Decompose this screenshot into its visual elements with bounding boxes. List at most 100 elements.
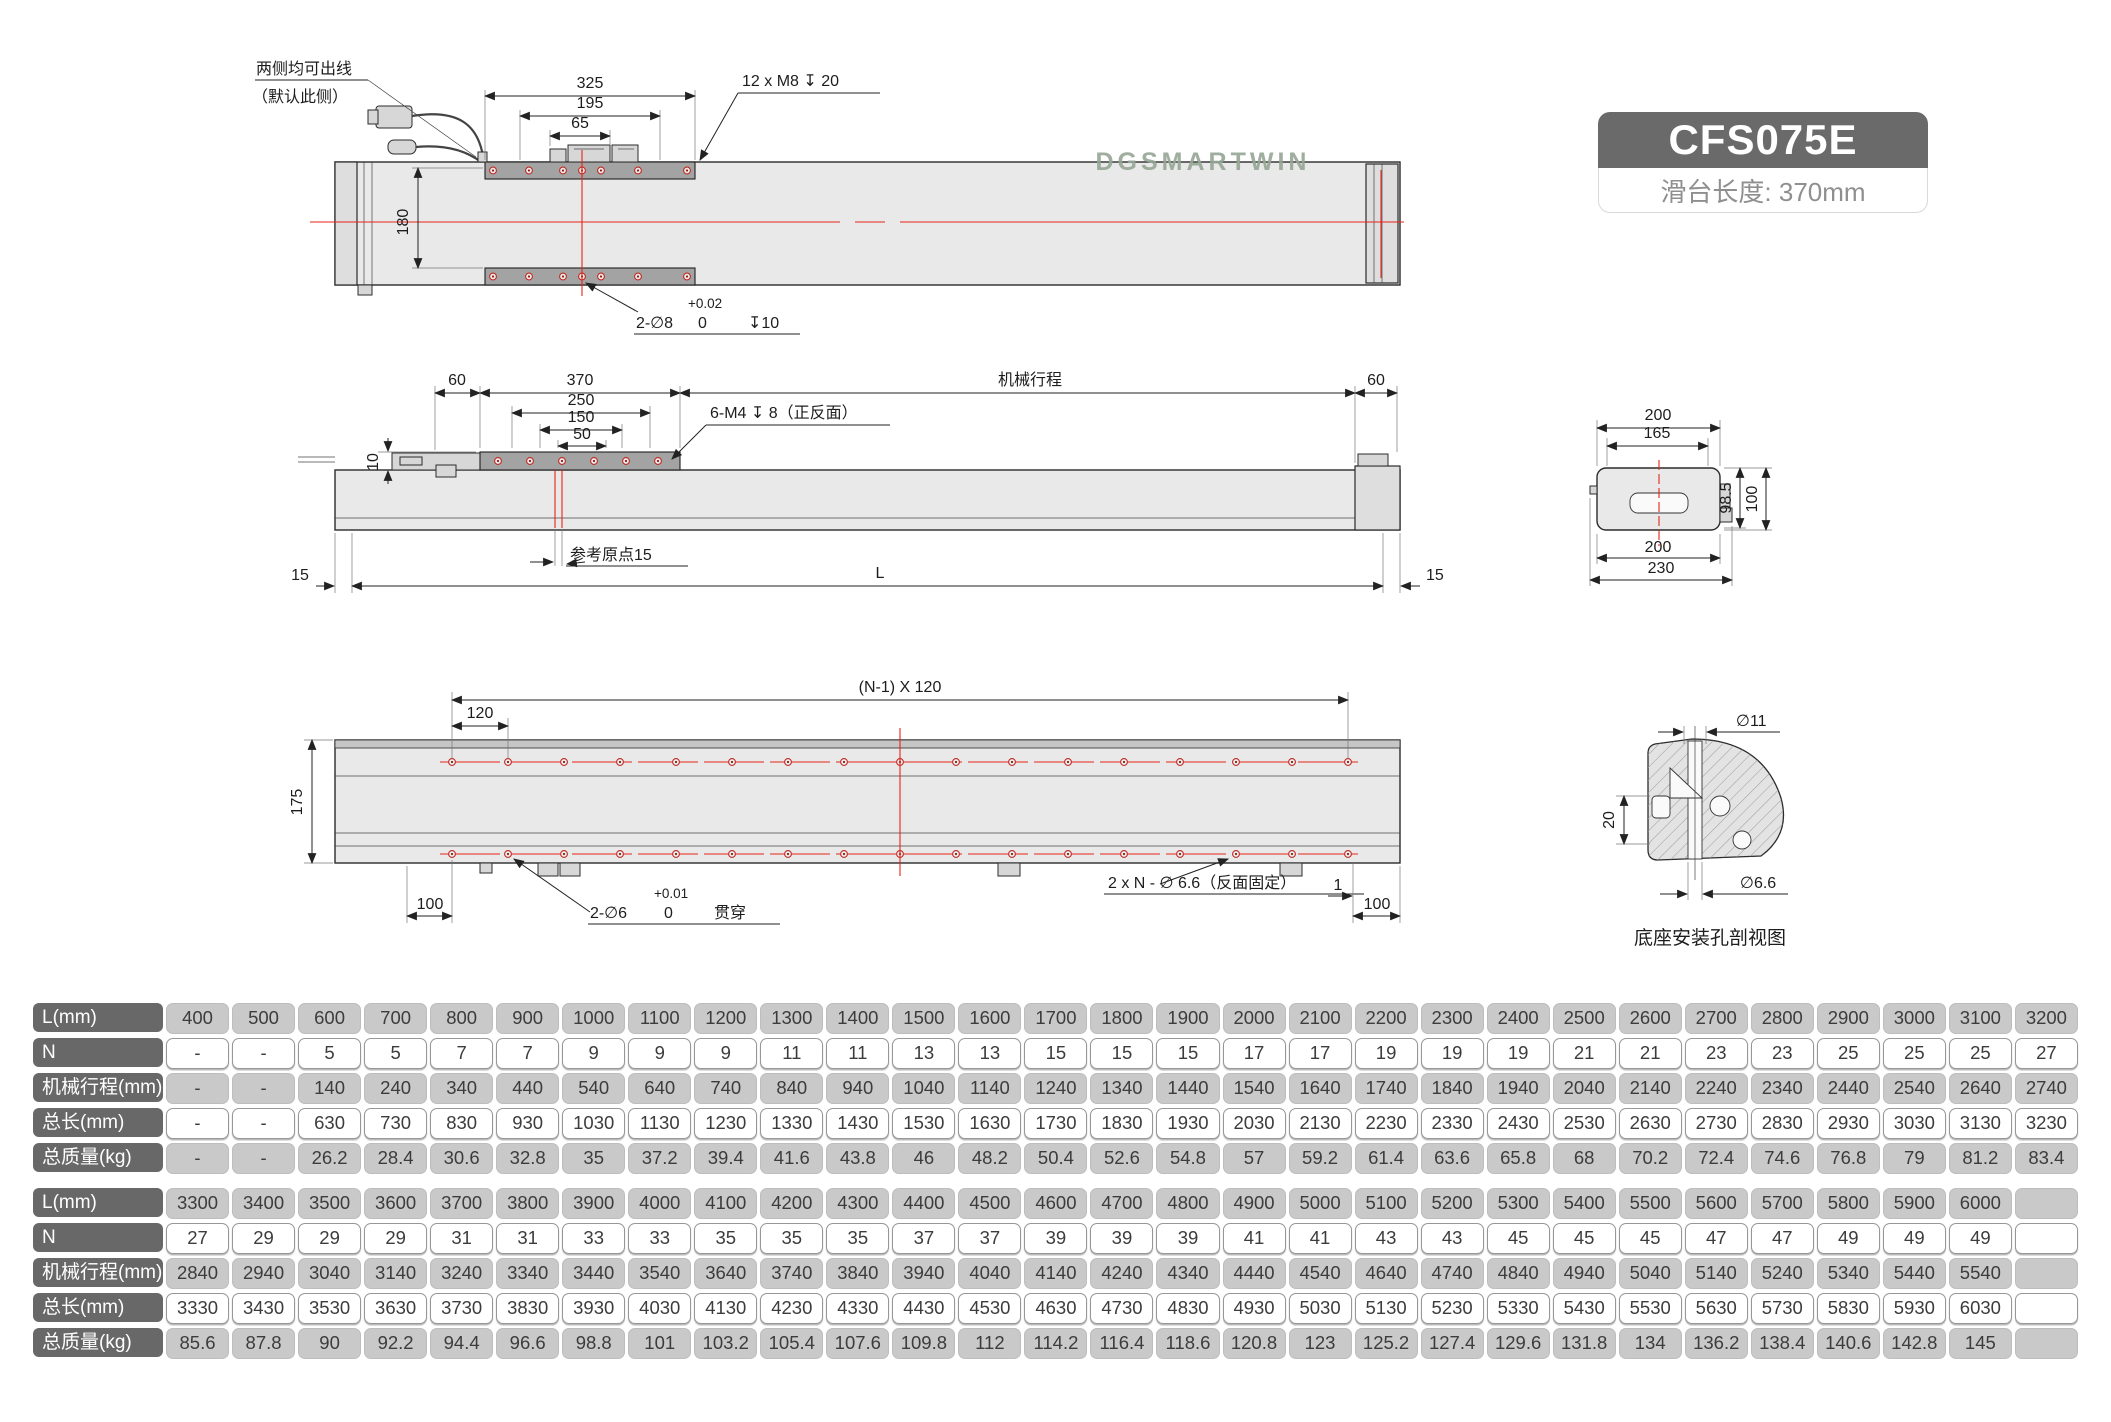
spec-cell: - — [232, 1073, 296, 1104]
spec-cell: 4000 — [628, 1188, 692, 1219]
spec-cell: 112 — [958, 1328, 1022, 1359]
spec-cell: 1440 — [1156, 1073, 1220, 1104]
spec-cell: 1640 — [1288, 1073, 1352, 1104]
spec-cell: 3800 — [496, 1188, 560, 1219]
base-holes-top-row — [448, 758, 1352, 766]
carriage-plate-top — [484, 161, 696, 180]
spec-cell: 5430 — [1552, 1293, 1616, 1324]
side-dim-200-top: 200 — [1645, 407, 1672, 424]
spec-cell: 72.4 — [1684, 1143, 1748, 1174]
spec-row-header: 机械行程(mm) — [33, 1073, 163, 1102]
spec-cell: 5300 — [1486, 1188, 1550, 1219]
spec-cell: 41 — [1288, 1223, 1352, 1254]
spec-cell: 45 — [1486, 1223, 1550, 1254]
hole8-depth: ↧10 — [748, 315, 779, 332]
spec-cell: 26.2 — [298, 1143, 362, 1174]
spec-cell: 4400 — [892, 1188, 956, 1219]
spec-cell: 4340 — [1156, 1258, 1220, 1289]
m8-holes-top — [489, 166, 691, 175]
dim-195: 195 — [577, 95, 604, 112]
spec-cell: 4500 — [958, 1188, 1022, 1219]
spec-cell: 25 — [1816, 1038, 1880, 1069]
spec-cell: 4140 — [1024, 1258, 1088, 1289]
spec-cell: 1940 — [1486, 1073, 1550, 1104]
spec-cell: 4200 — [760, 1188, 824, 1219]
front-view-drawing: 60 370 机械行程 60 250 150 50 10 6-M4 ↧ 8（正反… — [291, 371, 1772, 593]
spec-cell: 5730 — [1750, 1293, 1814, 1324]
spec-cell: 118.6 — [1156, 1328, 1220, 1359]
spec-cell: 109.8 — [892, 1328, 956, 1359]
spec-cell: 740 — [694, 1073, 758, 1104]
spec-cell: 4730 — [1090, 1293, 1154, 1324]
spec-cell: 1700 — [1024, 1003, 1088, 1034]
spec-cell: 5 — [364, 1038, 428, 1069]
spec-cell: 4540 — [1288, 1258, 1352, 1289]
spec-cell: 1500 — [892, 1003, 956, 1034]
spec-cell: 49 — [1882, 1223, 1946, 1254]
spec-cell: 39 — [1156, 1223, 1220, 1254]
spec-cell: 1540 — [1222, 1073, 1286, 1104]
spec-cell: 3200 — [2014, 1003, 2078, 1034]
spec-cell: 2400 — [1486, 1003, 1550, 1034]
spec-cell: 1730 — [1024, 1108, 1088, 1139]
spec-cell: 28.4 — [364, 1143, 428, 1174]
spec-cell: 142.8 — [1882, 1328, 1946, 1359]
spec-row: N 27 29 29 29 31 31 33 33 35 35 35 37 37 39 39 39 41 41 43 4… — [33, 1223, 2078, 1254]
spec-cell: 37 — [958, 1223, 1022, 1254]
spec-cell: 59.2 — [1288, 1143, 1352, 1174]
spec-row: L(mm) 400 500 600 700 800 900 1000 1100 1200 1300 1… — [33, 1003, 2078, 1034]
spec-cell: 41 — [1222, 1223, 1286, 1254]
spec-cell: 21 — [1552, 1038, 1616, 1069]
spec-cell: 35 — [562, 1143, 626, 1174]
spec-cell: 6000 — [1948, 1188, 2012, 1219]
spec-cell: 27 — [166, 1223, 230, 1254]
spec-cell: 3240 — [430, 1258, 494, 1289]
spec-cell: 1030 — [562, 1108, 626, 1139]
spec-cell: 3640 — [694, 1258, 758, 1289]
spec-cell: 47 — [1750, 1223, 1814, 1254]
spec-cell: 4530 — [958, 1293, 1022, 1324]
spec-cell: 5540 — [1948, 1258, 2012, 1289]
spec-cell: 49 — [1948, 1223, 2012, 1254]
spec-cell: 43 — [1420, 1223, 1484, 1254]
carriage-plate-bottom — [484, 267, 696, 286]
spec-row: 总质量(kg) 85.6 87.8 90 92.2 94.4 96.6 98.8 101 103.… — [33, 1328, 2078, 1359]
bottom-view-drawing: (N-1) X 120 120 175 100 +0.01 2-∅6 0 贯穿 … — [289, 679, 1788, 949]
spec-cell: 840 — [760, 1073, 824, 1104]
spec-cell: 5240 — [1750, 1258, 1814, 1289]
m8-holes-bottom — [489, 272, 691, 281]
spec-cell: 3930 — [562, 1293, 626, 1324]
spec-cell: 3000 — [1882, 1003, 1946, 1034]
cable-callout-line2: （默认此侧） — [252, 88, 348, 106]
spec-cell: 7 — [496, 1038, 560, 1069]
spec-cell: 3700 — [430, 1188, 494, 1219]
spec-cell: - — [166, 1038, 230, 1069]
hole-pitch-label: (N-1) X 120 — [859, 679, 942, 696]
spec-cell: 25 — [1882, 1038, 1946, 1069]
spec-cell: 4300 — [826, 1188, 890, 1219]
spec-cell: 4330 — [826, 1293, 890, 1324]
spec-row-header: 总长(mm) — [33, 1108, 163, 1137]
spec-cell: 29 — [298, 1223, 362, 1254]
dim-100-left: 100 — [417, 896, 444, 913]
spec-cell: 5630 — [1684, 1293, 1748, 1324]
spec-cell: 21 — [1618, 1038, 1682, 1069]
spec-cell: 103.2 — [694, 1328, 758, 1359]
spec-cell: 4100 — [694, 1188, 758, 1219]
spec-cell: 1330 — [760, 1108, 824, 1139]
dim-150: 150 — [568, 409, 595, 426]
spec-cell: 240 — [364, 1073, 428, 1104]
spec-cell: 9 — [562, 1038, 626, 1069]
spec-row: 机械行程(mm) - -140 240 340 440 540 640 740 840 940 104… — [33, 1073, 2078, 1104]
spec-cell: 5040 — [1618, 1258, 1682, 1289]
spec-cell: 15 — [1156, 1038, 1220, 1069]
spec-cell: 2830 — [1750, 1108, 1814, 1139]
spec-cell: 2940 — [232, 1258, 296, 1289]
spec-cell: 39 — [1090, 1223, 1154, 1254]
spec-cell: 3500 — [298, 1188, 362, 1219]
spec-cell: 5900 — [1882, 1188, 1946, 1219]
dim-L: L — [876, 565, 885, 582]
spec-cell: 1840 — [1420, 1073, 1484, 1104]
spec-cell: 45 — [1552, 1223, 1616, 1254]
spec-cell: 2900 — [1816, 1003, 1880, 1034]
